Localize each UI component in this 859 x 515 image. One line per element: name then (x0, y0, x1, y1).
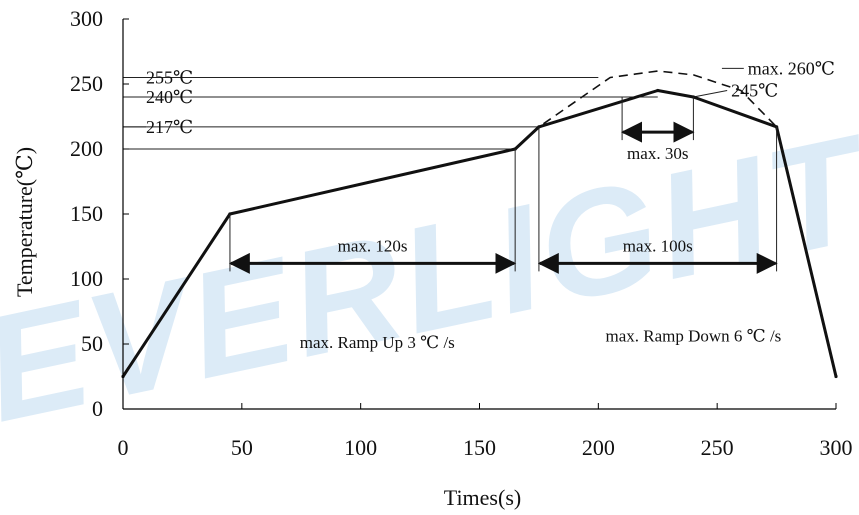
y-tick-label-3: 150 (70, 201, 103, 226)
annotation-0: max. Ramp Up 3 ℃ /s (300, 333, 455, 352)
reference-label-2: 217℃ (146, 117, 193, 137)
peak-label-1: 245℃ (731, 81, 778, 101)
profile-point-4 (656, 88, 660, 93)
x-axis-title: Times(s) (444, 485, 521, 510)
x-tick-label-5: 250 (701, 435, 734, 460)
y-tick-label-4: 200 (70, 136, 103, 161)
y-tick-label-6: 300 (70, 6, 103, 31)
x-tick-label-0: 0 (118, 435, 129, 460)
duration-label-2: max. 30s (627, 144, 688, 163)
annotation-1: max. Ramp Down 6 ℃ /s (606, 326, 782, 345)
peak-label-0: max. 260℃ (748, 58, 835, 78)
y-axis-title: Temperature(℃) (12, 147, 37, 297)
x-tick-label-3: 150 (463, 435, 496, 460)
y-tick-label-0: 0 (92, 396, 103, 421)
peak-leader-1 (693, 90, 728, 98)
x-tick-label-4: 200 (582, 435, 615, 460)
x-tick-label-1: 50 (231, 435, 253, 460)
duration-label-1: max. 100s (623, 236, 693, 255)
reference-label-0: 255℃ (146, 68, 193, 88)
profile-line-dashed (122, 70, 837, 377)
watermark-text: EVERLIGHT (0, 102, 859, 454)
x-tick-label-2: 100 (344, 435, 377, 460)
reference-label-1: 240℃ (146, 87, 193, 107)
profile-point-7 (834, 374, 838, 379)
y-tick-label-1: 50 (81, 331, 103, 356)
y-tick-label-5: 250 (70, 71, 103, 96)
duration-label-0: max. 120s (338, 236, 408, 255)
y-tick-label-2: 100 (70, 266, 103, 291)
x-tick-label-6: 300 (820, 435, 853, 460)
